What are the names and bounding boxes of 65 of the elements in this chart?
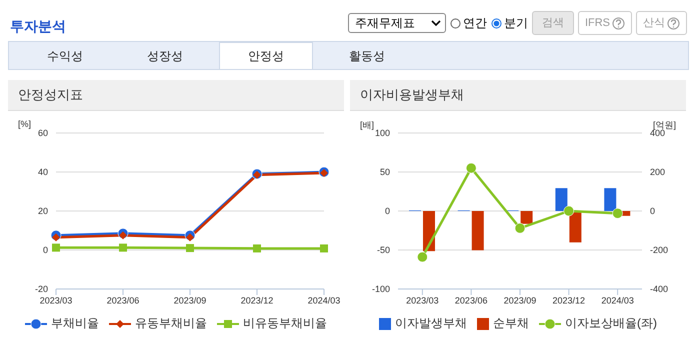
legend-label: 이자보상배율(좌) [565,315,657,332]
point [466,162,476,174]
bar [569,211,582,242]
x-tick-label: 2023/03 [406,295,439,306]
legend-label: 순부채 [493,315,529,332]
x-tick-label: 2023/12 [552,295,586,306]
point [564,206,574,216]
text: 수익성 [46,48,84,65]
x-tick-label: 2024/03 [601,295,634,306]
legend-label: 비유동부채비율 [243,315,327,332]
point [514,222,526,234]
text: IFRS [578,11,632,35]
y2-tick-label: 0 [650,206,656,216]
point [186,233,194,242]
point [52,233,60,242]
x-tick-label: 2024/03 [308,295,340,306]
y-tick-label: 0 [384,206,390,216]
bar [604,188,616,211]
x-tick-label: 2023/09 [174,295,206,306]
y2-tick-label: 400 [650,128,666,138]
bar [520,211,533,224]
bar [472,211,484,250]
point [612,208,623,219]
legend-label: 부채비율 [51,315,99,332]
chart-title: 안정성지표 [8,80,344,111]
y-tick-label: -50 [376,245,390,256]
legend-label: 이자발생부채 [395,315,467,332]
text: 활동성 [348,48,386,65]
x-tick-label: 2023/03 [40,295,72,306]
point [417,252,428,262]
x-tick-label: 2023/06 [106,295,140,306]
text: 분기 [504,14,528,32]
text: 성장성 [146,48,184,65]
point [186,244,194,252]
y2-tick-label: -400 [650,284,668,294]
y2-axis-title: [억원] [652,119,676,130]
y-tick-label: 50 [380,167,390,178]
y-tick-label: 20 [38,206,48,216]
point [253,244,261,252]
y2-tick-label: 200 [650,167,666,178]
y-tick-label: 100 [374,128,390,138]
y-axis-title: [배] [360,119,374,132]
y-tick-label: -20 [34,284,48,294]
text: 연간 [462,14,487,32]
point [52,244,60,252]
point [320,244,328,252]
chart-title: 이자비용발생부채 [350,80,686,111]
y2-tick-label: -200 [650,245,668,256]
y-tick-label: 0 [42,245,48,256]
x-tick-label: 2023/06 [454,295,488,306]
text: 산식 [636,11,687,35]
x-tick-label: 2023/12 [240,295,274,306]
y-tick-label: -100 [372,284,390,294]
legend-label: 유동부채비율 [135,315,207,332]
text: 투자분석 [10,18,66,36]
point [119,231,127,240]
text: 주재무제표 [354,14,416,32]
y-axis-title: [%] [18,119,32,129]
point [119,244,127,252]
bar [555,188,568,211]
text: 검색 [532,11,574,35]
x-tick-label: 2023/09 [504,295,536,306]
y-tick-label: 40 [38,167,48,178]
y-tick-label: 60 [38,128,48,138]
text: 안정성 [219,42,313,69]
